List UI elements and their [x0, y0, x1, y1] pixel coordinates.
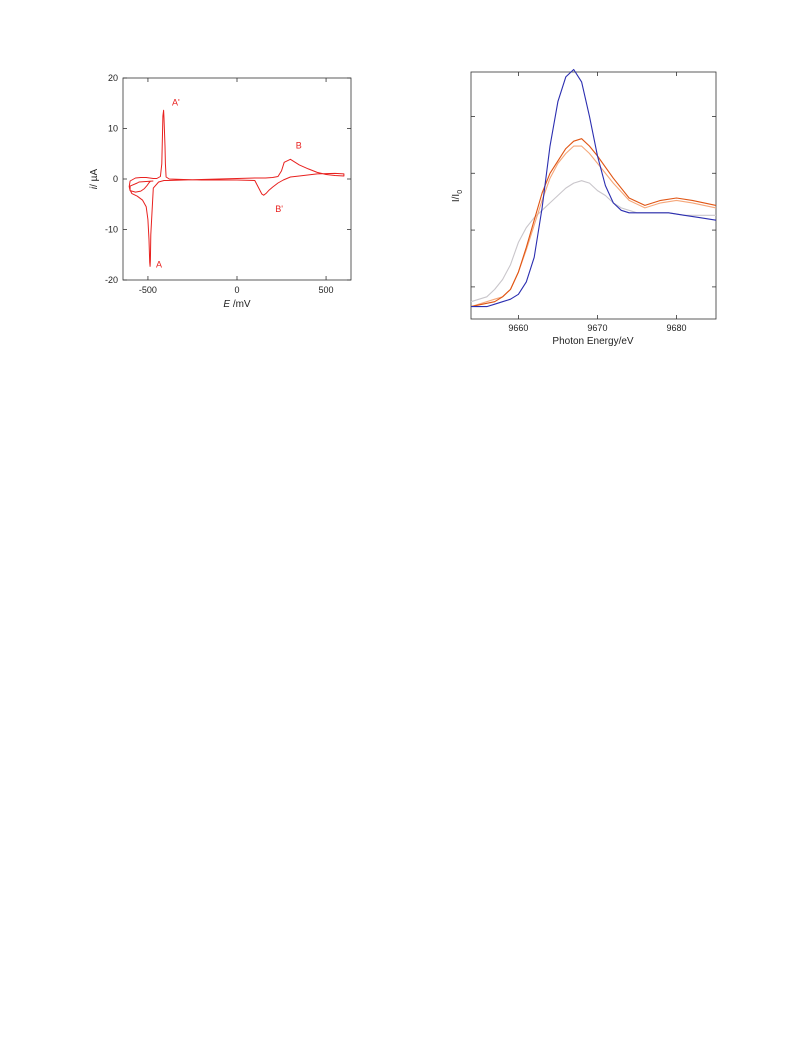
xas-x-tick-label: 9660 [508, 323, 528, 333]
cv-peak-label: B' [275, 204, 283, 214]
xas-series-line-4 [471, 68, 717, 308]
cv-y-tick-label: -20 [105, 275, 118, 285]
cv-peak-labels: A' B B' A [156, 97, 302, 269]
cv-tick-labels: -500 0 500 20 10 0 -10 -20 [105, 73, 334, 295]
cv-peak-label: A [156, 259, 162, 269]
cv-x-tick-label: 500 [319, 285, 334, 295]
cv-x-tick-label: 0 [234, 285, 239, 295]
cv-chart: -500 0 500 20 10 0 -10 -20 A' B B' A E /mV i/ µA [89, 73, 352, 310]
xas-series-line-3 [470, 138, 717, 308]
xas-series-lines [470, 68, 717, 308]
xas-series-line-2 [470, 145, 717, 308]
xas-tick-labels: 9660 9670 9680 [508, 323, 686, 333]
xas-x-axis-title: Photon Energy/eV [552, 336, 633, 347]
cv-x-axis-title: E /mV [223, 299, 251, 310]
cv-curve [128, 109, 345, 267]
xas-axis-ticks [471, 72, 716, 319]
cv-peak-label: B [296, 141, 302, 151]
cv-y-tick-label: 10 [108, 124, 118, 134]
cv-y-tick-label: 0 [113, 174, 118, 184]
xas-y-axis-title: I/I0 [451, 190, 464, 202]
cv-y-tick-label: -10 [105, 225, 118, 235]
cv-y-axis-title: i/ µA [89, 169, 100, 190]
cv-peak-label: A' [172, 97, 180, 107]
cv-y-tick-label: 20 [108, 73, 118, 83]
xas-plot-frame [470, 71, 717, 320]
cv-axis-ticks [123, 77, 351, 281]
cv-x-tick-label: -500 [139, 285, 157, 295]
xas-x-tick-label: 9670 [587, 323, 607, 333]
xas-x-tick-label: 9680 [666, 323, 686, 333]
xas-chart: 9660 9670 9680 Photon Energy/eV I/I0 [451, 68, 717, 347]
